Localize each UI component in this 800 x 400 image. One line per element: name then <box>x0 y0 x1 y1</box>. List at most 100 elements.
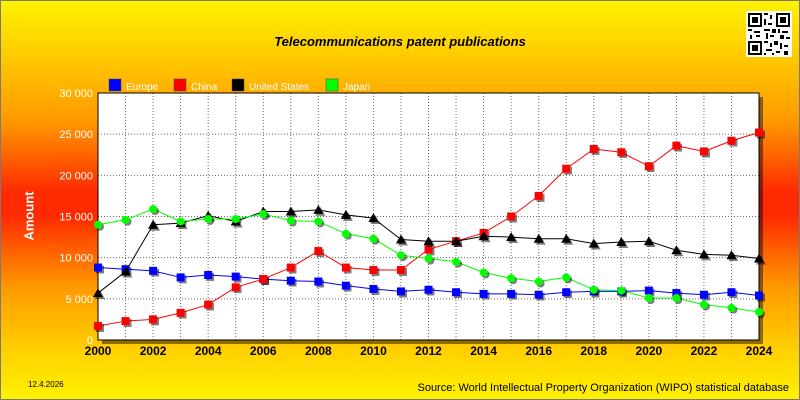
y-tick-label: 15 000 <box>59 212 93 224</box>
data-point <box>231 214 240 223</box>
data-point <box>176 308 185 317</box>
x-axis-ticks: 2000 2002 2004 2006 2008 2010 2012 2014 2016 2018… <box>85 344 773 358</box>
x-tick-label: 2008 <box>305 344 332 358</box>
x-tick-label: 2004 <box>195 344 222 358</box>
x-tick-label: 2014 <box>470 344 497 358</box>
legend-label: Europe <box>126 82 159 93</box>
data-point <box>588 238 599 248</box>
data-point <box>313 204 324 214</box>
data-point <box>727 303 736 312</box>
data-point <box>616 237 627 247</box>
data-point <box>617 148 626 157</box>
data-point <box>286 263 295 272</box>
data-point <box>755 308 763 317</box>
data-point <box>314 277 323 286</box>
data-point <box>479 268 488 277</box>
data-point <box>727 288 736 297</box>
legend-label: United States <box>249 82 309 93</box>
data-point <box>231 272 240 281</box>
data-point <box>94 263 102 272</box>
data-point <box>231 283 240 292</box>
legend-swatch <box>108 78 122 92</box>
data-point <box>727 136 736 145</box>
x-tick-label: 2012 <box>415 344 442 358</box>
legend-swatch <box>231 78 245 92</box>
data-point <box>149 205 158 214</box>
data-point <box>534 191 543 200</box>
data-point <box>368 213 379 223</box>
data-point <box>149 266 158 275</box>
series-china <box>94 128 763 331</box>
data-point <box>341 281 350 290</box>
data-point <box>562 164 571 173</box>
x-tick-label: 2000 <box>85 344 112 358</box>
data-point <box>589 144 598 153</box>
data-point <box>369 284 378 293</box>
data-point <box>699 147 708 156</box>
legend-swatch <box>325 78 339 92</box>
data-point <box>507 212 516 221</box>
data-point <box>479 289 488 298</box>
data-point <box>424 254 433 263</box>
data-point <box>396 287 405 296</box>
qr-code-icon <box>746 11 792 57</box>
data-point <box>617 286 626 295</box>
chart-title: Telecommunications patent publications <box>274 34 526 49</box>
data-point <box>93 288 103 298</box>
x-tick-label: 2022 <box>691 344 718 358</box>
data-point <box>94 322 102 331</box>
x-tick-label: 2024 <box>746 344 773 358</box>
data-point <box>395 234 406 244</box>
data-point <box>340 209 351 219</box>
y-tick-label: 5 000 <box>65 294 93 306</box>
data-point <box>94 220 102 229</box>
data-point <box>176 217 185 226</box>
data-point <box>754 253 764 263</box>
data-point <box>341 229 350 238</box>
data-point <box>533 233 544 243</box>
data-point <box>672 141 681 150</box>
y-tick-label: 25 000 <box>59 129 93 141</box>
y-axis-ticks: 0 5 000 10 000 15 000 20 000 25 000 30 000 <box>59 88 93 347</box>
data-point <box>672 294 681 303</box>
data-point <box>562 273 571 282</box>
data-point <box>204 300 213 309</box>
footer-source: Source: World Intellectual Property Orga… <box>417 382 789 394</box>
data-point <box>755 128 763 137</box>
data-point <box>149 315 158 324</box>
data-point <box>451 236 462 246</box>
data-point <box>286 216 295 225</box>
data-point <box>452 257 461 266</box>
legend-label: China <box>191 82 218 93</box>
data-point <box>699 290 708 299</box>
x-tick-label: 2006 <box>250 344 277 358</box>
y-tick-label: 10 000 <box>59 253 93 265</box>
data-point <box>589 285 598 294</box>
data-point <box>396 266 405 275</box>
data-point <box>507 274 516 283</box>
data-point <box>120 266 131 276</box>
x-tick-label: 2020 <box>635 344 662 358</box>
x-tick-label: 2018 <box>580 344 607 358</box>
plot-border <box>97 92 760 341</box>
data-point <box>561 233 572 243</box>
footer-date: 12.4.2026 <box>28 380 64 389</box>
series-japan <box>94 205 763 317</box>
data-point <box>534 277 543 286</box>
data-point <box>369 266 378 275</box>
data-point <box>424 245 433 254</box>
data-point <box>672 289 681 298</box>
data-point <box>644 294 653 303</box>
series-layer <box>93 128 764 331</box>
data-point <box>644 162 653 171</box>
data-point <box>506 232 517 242</box>
y-tick-label: 30 000 <box>59 88 93 100</box>
data-point <box>314 217 323 226</box>
data-point <box>424 285 433 294</box>
data-point <box>562 288 571 297</box>
data-point <box>121 215 130 224</box>
y-tick-label: 20 000 <box>59 170 93 182</box>
data-point <box>286 276 295 285</box>
